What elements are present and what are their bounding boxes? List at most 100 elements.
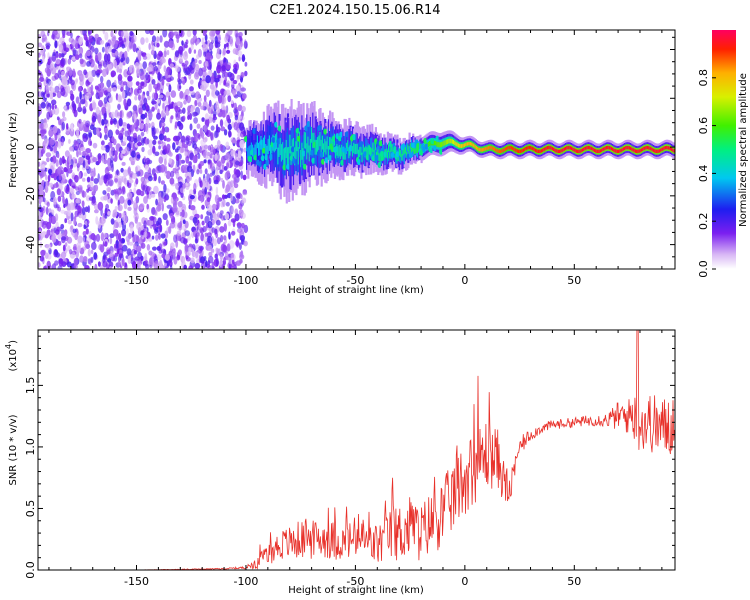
band-cell [270,122,273,154]
band-cell [302,148,305,165]
noise-cell [66,185,70,192]
band-blob [252,128,257,135]
noise-cell [104,213,108,219]
noise-cell [129,31,134,36]
noise-cell [148,43,151,50]
band-cell [267,138,270,155]
noise-cell [104,144,110,149]
band-cell [270,144,273,161]
noise-cell [221,194,226,200]
noise-cell [145,72,149,81]
band-cell [378,152,381,162]
x-tick-label: 50 [567,274,581,287]
band-blob [250,149,254,156]
band-cell [324,138,327,153]
noise-cell [70,212,74,222]
noise-cell [46,229,50,238]
noise-cell [59,37,65,44]
band-cell [627,145,630,150]
noise-cell [58,173,62,181]
noise-cell [216,161,222,167]
noise-cell [133,113,138,121]
band-cell [513,147,516,151]
noise-cell [63,42,67,52]
band-blob [283,147,288,153]
noise-cell [142,104,146,111]
band-cell [622,147,625,151]
band-cell [581,148,585,152]
band-cell [567,145,570,150]
noise-cell [88,38,94,43]
noise-cell [132,43,137,53]
band-cell [613,148,616,152]
noise-cell [169,177,175,185]
band-cell [266,145,269,161]
band-cell [447,139,450,144]
band-cell [575,149,578,153]
band-cell [506,146,509,151]
band-cell [256,135,259,149]
noise-cell [232,67,238,73]
noise-cell [207,145,212,151]
noise-cell [89,234,95,240]
band-cell [255,127,258,153]
noise-cell [46,260,51,269]
x-tick-label: -150 [124,575,149,588]
noise-cell [96,72,100,78]
band-cell [463,143,467,147]
noise-cell [57,240,62,246]
noise-cell [230,150,236,157]
noise-cell [184,50,188,57]
band-cell [598,149,601,153]
noise-cell [85,148,91,154]
noise-cell [133,250,137,255]
noise-cell [55,58,61,65]
noise-cell [180,237,186,244]
noise-cell [155,166,160,174]
noise-cell [108,261,114,268]
noise-cell [156,42,160,48]
noise-cell [212,109,217,117]
band-blob [271,137,276,144]
band-blob [304,125,309,132]
band-cell [371,148,374,158]
band-cell [459,143,462,148]
band-cell [294,147,297,166]
noise-cell [183,164,189,173]
band-cell [501,149,504,153]
noise-cell [173,135,179,141]
band-blob [282,164,287,171]
noise-cell [228,231,231,240]
noise-cell [182,115,186,122]
band-cell [435,141,438,147]
noise-cell [132,132,137,138]
noise-cell [127,79,133,88]
band-cell [378,144,381,161]
colorbar-tick-label: 0.8 [697,69,710,87]
spectrogram-y-axis-label: Frequency (Hz) [8,112,19,188]
noise-cell [195,91,201,100]
noise-cell [156,82,161,91]
noise-cell [62,231,67,236]
band-cell [258,142,261,156]
band-cell [468,141,471,146]
band-cell [515,148,518,153]
noise-cell [212,30,216,35]
noise-cell [46,111,51,120]
band-cell [279,137,282,156]
band-cell [370,147,373,157]
band-blob [395,151,400,158]
noise-cell [54,213,59,222]
noise-cell [104,241,108,247]
noise-cell [240,250,244,258]
noise-cell [74,174,79,183]
noise-cell [228,257,232,265]
band-cell [548,145,551,150]
band-cell [415,147,418,153]
noise-cell [200,233,205,242]
band-blob [292,157,297,164]
band-cell [471,142,474,146]
noise-cell [113,119,117,125]
noise-cell [203,50,207,57]
noise-cell [160,233,166,239]
